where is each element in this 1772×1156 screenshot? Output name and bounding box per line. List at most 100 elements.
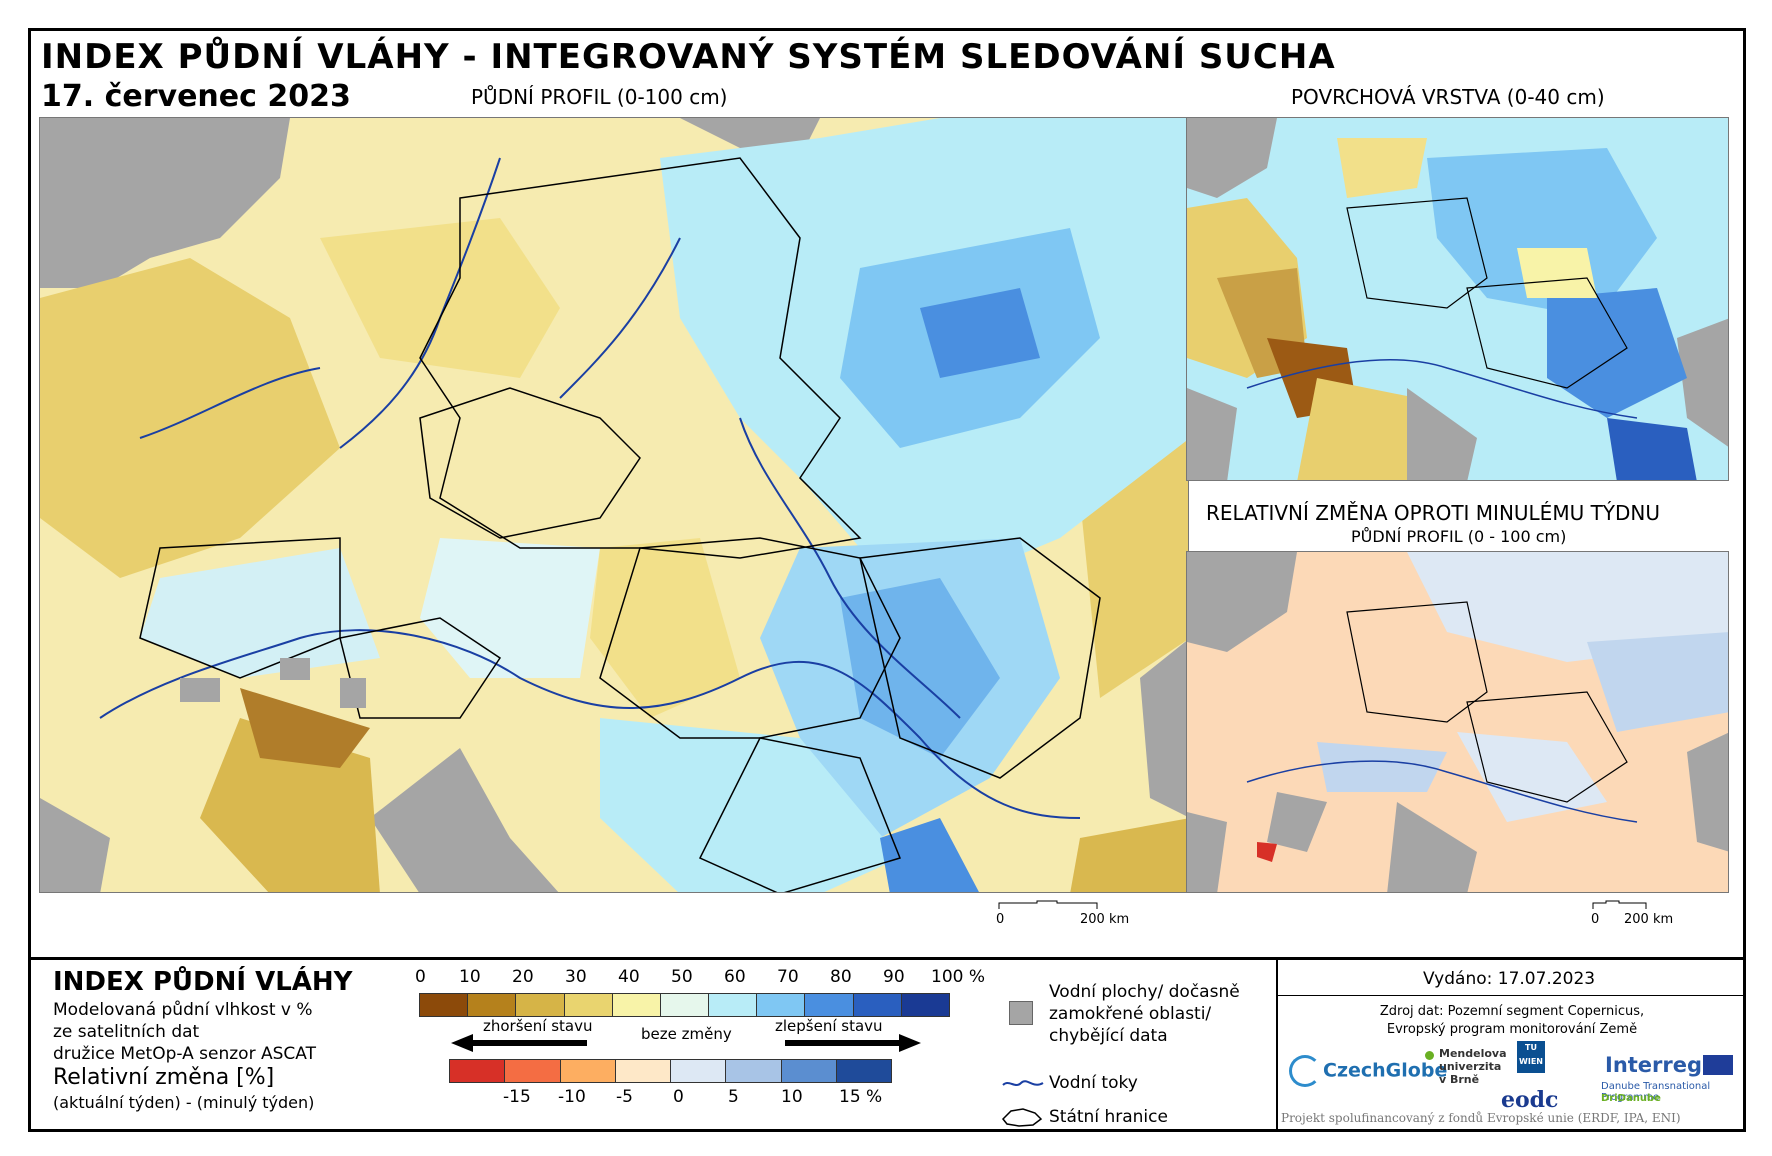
water-swatch-icon (1009, 1001, 1033, 1025)
surface-scale-graphic (1592, 900, 1647, 909)
index-tick: 40 (618, 967, 640, 987)
index-color-swatch (900, 993, 950, 1017)
change-colorbar (449, 1059, 892, 1083)
interreg-logo: Interreg (1605, 1053, 1703, 1077)
main-map-graphic (40, 118, 1188, 892)
info-divider (1278, 995, 1746, 996)
index-color-swatch (756, 993, 806, 1017)
change-color-swatch (449, 1059, 506, 1083)
change-map-subheader: PŮDNÍ PROFIL (0 - 100 cm) (1351, 527, 1567, 546)
index-tick: 20 (512, 967, 534, 987)
change-tick: 0 (673, 1087, 684, 1107)
index-color-swatch (611, 993, 661, 1017)
eu-flag-icon (1703, 1055, 1733, 1075)
change-tick: -15 (503, 1087, 531, 1107)
surface-scale-end: 200 km (1624, 912, 1674, 927)
better-label: zlepšení stavu (775, 1017, 883, 1035)
main-map-header: PŮDNÍ PROFIL (0-100 cm) (471, 85, 728, 109)
dridanube-label: DriDanube (1601, 1093, 1661, 1104)
index-tick: 90 (883, 967, 905, 987)
change-map-header: RELATIVNÍ ZMĚNA OPROTI MINULÉMU TÝDNU (1206, 501, 1661, 525)
index-colorbar (419, 993, 950, 1017)
nochange-label: beze změny (641, 1025, 732, 1043)
change-tick: -10 (558, 1087, 586, 1107)
index-tick: 0 (415, 967, 426, 987)
page-title: INDEX PŮDNÍ VLÁHY - INTEGROVANÝ SYSTÉM S… (41, 37, 1336, 77)
legend-index-desc-line: Modelovaná půdní vlhkost v % (53, 1000, 313, 1020)
index-tick: 80 (830, 967, 852, 987)
relative-change-map (1186, 551, 1729, 893)
legend-separator (31, 957, 1743, 960)
funding-footer: Projekt spolufinancovaný z fondů Evropsk… (1281, 1111, 1681, 1125)
index-color-swatch (852, 993, 902, 1017)
date-label: 17. červenec 2023 (41, 79, 351, 114)
index-color-swatch (467, 993, 517, 1017)
surface-map-graphic (1187, 118, 1728, 480)
main-scale-end: 200 km (1080, 912, 1130, 927)
surface-layer-map (1186, 117, 1729, 481)
mendel-line: Mendelova (1439, 1047, 1507, 1060)
legend-index-desc-line: ze satelitních dat (53, 1022, 200, 1042)
index-tick: 100 % (931, 967, 986, 987)
worse-label: zhoršení stavu (483, 1017, 593, 1035)
water-label-line: Vodní plochy/ dočasně (1049, 982, 1240, 1002)
index-tick: 70 (777, 967, 799, 987)
map-frame: INDEX PŮDNÍ VLÁHY - INTEGROVANÝ SYSTÉM S… (28, 28, 1746, 1132)
main-scale-graphic (998, 900, 1098, 909)
eodc-logo: eodc (1501, 1087, 1559, 1113)
water-label-line: zamokřené oblasti/ (1049, 1004, 1212, 1024)
better-arrow-icon (785, 1034, 921, 1052)
main-soil-moisture-map (39, 117, 1189, 893)
index-tick: 50 (671, 967, 693, 987)
change-map-graphic (1187, 552, 1728, 892)
change-tick: 10 (781, 1087, 803, 1107)
data-source: Zdroj dat: Pozemní segment Copernicus, E… (1277, 1003, 1747, 1039)
main-scale-zero: 0 (996, 912, 1005, 927)
index-color-swatch (708, 993, 758, 1017)
change-color-swatch (614, 1059, 671, 1083)
surface-scale-zero: 0 (1591, 912, 1600, 927)
data-source-line: Evropský program monitorování Země (1386, 1022, 1638, 1037)
legend-change-title: Relativní změna [%] (53, 1065, 275, 1090)
change-tick: 5 (728, 1087, 739, 1107)
index-color-swatch (563, 993, 613, 1017)
data-source-line: Zdroj dat: Pozemní segment Copernicus, (1379, 1004, 1645, 1019)
water-label-line: chybějící data (1049, 1026, 1168, 1046)
interreg-subtitle: Danube Transnational Programme (1601, 1081, 1711, 1103)
index-tick: 10 (459, 967, 481, 987)
river-line-icon (1002, 1080, 1044, 1086)
change-color-swatch (504, 1059, 561, 1083)
legend-index-title: INDEX PŮDNÍ VLÁHY (53, 967, 353, 997)
legend-change-desc: (aktuální týden) - (minulý týden) (53, 1093, 315, 1112)
mendel-logo: Mendelova univerzita v Brně (1439, 1047, 1507, 1086)
index-tick: 60 (724, 967, 746, 987)
change-color-swatch (780, 1059, 837, 1083)
legend-index-desc-line: družice MetOp-A senzor ASCAT (53, 1044, 316, 1064)
surface-scale-bar (1591, 899, 1651, 915)
tu-wien-logo: TU WIEN (1517, 1041, 1545, 1073)
change-color-swatch (559, 1059, 616, 1083)
water-label: Vodní plochy/ dočasně zamokřené oblasti/… (1049, 981, 1240, 1047)
index-color-swatch (419, 993, 469, 1017)
surface-map-header: POVRCHOVÁ VRSTVA (0-40 cm) (1291, 85, 1605, 109)
index-color-swatch (804, 993, 854, 1017)
change-color-swatch (670, 1059, 727, 1083)
czechglobe-logo: CzechGlobe (1289, 1055, 1447, 1087)
mendel-line: univerzita (1439, 1060, 1502, 1073)
mendel-dot-icon (1425, 1051, 1434, 1060)
rivers-label: Vodní toky (1049, 1073, 1138, 1093)
change-tick: 15 % (839, 1087, 883, 1107)
legend-index-desc: Modelovaná půdní vlhkost v % ze satelitn… (53, 999, 316, 1065)
issued-date: Vydáno: 17.07.2023 (1423, 969, 1596, 989)
border-shape-icon (1001, 1108, 1043, 1127)
main-scale-bar (997, 899, 1117, 915)
change-color-swatch (725, 1059, 782, 1083)
info-separator (1276, 957, 1278, 1129)
czechglobe-icon (1289, 1055, 1321, 1087)
change-tick: -5 (616, 1087, 633, 1107)
czechglobe-text: CzechGlobe (1323, 1059, 1448, 1082)
index-color-swatch (515, 993, 565, 1017)
index-color-swatch (659, 993, 710, 1017)
worse-arrow-icon (451, 1034, 587, 1052)
change-color-swatch (835, 1059, 892, 1083)
